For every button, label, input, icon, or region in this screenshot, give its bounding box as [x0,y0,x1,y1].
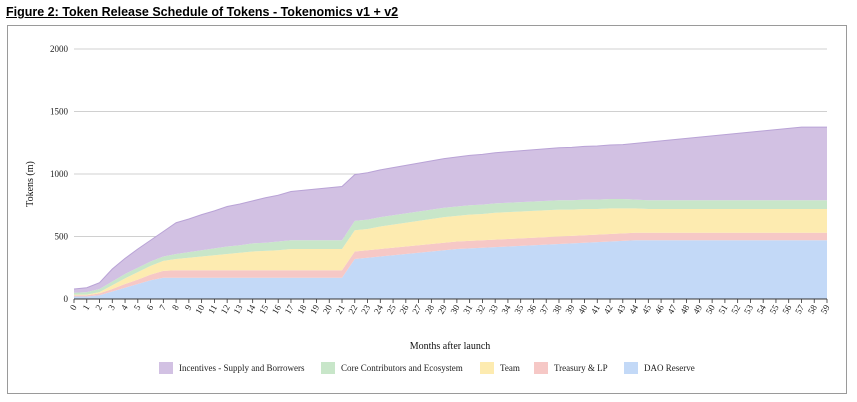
x-tick-label: 36 [525,303,538,316]
x-tick-label: 49 [691,303,704,316]
legend-swatch [534,362,548,374]
x-tick-label: 14 [244,303,257,316]
x-tick-label: 9 [183,303,194,312]
x-axis-title: Months after launch [410,341,491,352]
y-tick-label: 1500 [50,107,69,117]
x-tick-label: 58 [806,303,819,316]
x-tick-label: 40 [576,303,589,316]
legend-item: Treasury & LP [534,362,608,374]
x-tick-label: 56 [780,303,793,316]
y-tick-label: 500 [55,232,69,242]
x-tick-label: 59 [819,303,832,316]
x-tick-label: 41 [589,303,602,316]
area-series-incentives-supply-and-borrowers [74,127,827,293]
legend-item: Core Contributors and Ecosystem [321,362,463,374]
x-tick-label: 13 [231,303,244,316]
x-tick-label: 3 [106,303,117,312]
legend-label: DAO Reserve [644,363,695,373]
legend-item: Incentives - Supply and Borrowers [159,362,305,374]
x-tick-label: 43 [614,303,627,316]
x-tick-label: 38 [551,303,564,316]
x-tick-label: 55 [768,303,781,316]
legend: Incentives - Supply and Borrowers Core Co… [159,362,695,374]
x-tick-label: 4 [119,303,130,312]
x-tick-label: 17 [283,303,296,316]
x-tick-label: 34 [500,303,513,316]
legend-swatch [321,362,335,374]
figure-title: Figure 2: Token Release Schedule of Toke… [6,5,399,19]
x-tick-label: 52 [729,303,742,316]
x-tick-label: 50 [704,303,717,316]
x-tick-label: 31 [461,303,474,316]
x-tick-label: 42 [602,303,615,316]
x-tick-label: 11 [206,303,219,316]
x-tick-label: 27 [410,303,423,316]
x-tick-label: 0 [68,303,79,312]
x-tick-label: 35 [512,303,525,316]
x-tick-label: 37 [538,303,551,316]
x-tick-label: 46 [653,303,666,316]
y-tick-label: 0 [64,294,69,304]
legend-label: Incentives - Supply and Borrowers [179,363,305,373]
legend-swatch [624,362,638,374]
legend-item: DAO Reserve [624,362,695,374]
area-series-dao-reserve [74,240,827,299]
x-tick-label: 29 [436,303,449,316]
x-tick-label: 5 [132,303,143,312]
x-tick-label: 1 [81,303,92,312]
area-series-group [73,126,827,299]
area-series-treasury-lp [74,232,827,297]
x-tick-label: 12 [219,303,232,316]
y-axis-title: Tokens (m) [25,161,36,207]
legend-swatch [480,362,494,374]
x-tick-label: 2 [93,303,104,312]
x-tick-label: 20 [321,303,334,316]
area-series-core-contributors-and-ecosystem [74,199,827,295]
x-tick-label: 54 [755,303,768,316]
x-tick-label: 30 [448,303,461,316]
total-outline [73,126,827,290]
legend-label: Treasury & LP [554,363,608,373]
x-tick-label: 16 [270,303,283,316]
area-series-team [74,208,827,296]
x-tick-label: 10 [193,303,206,316]
x-tick-label: 53 [742,303,755,316]
x-tick-label: 57 [793,303,806,316]
x-tick-label: 19 [308,303,321,316]
x-tick-label: 28 [423,303,436,316]
x-tick-label: 32 [474,303,487,316]
x-tick-label: 33 [487,303,500,316]
x-tick-label: 18 [295,303,308,316]
x-tick-label: 21 [334,303,347,316]
x-tick-label: 23 [359,303,372,316]
legend-label: Team [500,363,520,373]
x-tick-label: 8 [170,303,181,312]
x-tick-label: 48 [678,303,691,316]
x-tick-label: 47 [665,303,678,316]
x-tick-label: 6 [144,303,155,312]
legend-swatch [159,362,173,374]
x-tick-label: 25 [385,303,398,316]
legend-label: Core Contributors and Ecosystem [341,363,463,373]
legend-item: Team [480,362,520,374]
x-tick-label: 15 [257,303,270,316]
x-tick-label: 51 [716,303,729,316]
x-tick-label: 7 [157,303,168,312]
x-tick-label: 24 [372,303,385,316]
x-tick-label: 45 [640,303,653,316]
x-tick-label: 39 [563,303,576,316]
y-tick-label: 1000 [50,169,69,179]
x-tick-label: 22 [346,303,359,316]
x-tick-label: 26 [397,303,410,316]
x-tick-label: 44 [627,303,640,316]
y-tick-label: 2000 [50,44,69,54]
